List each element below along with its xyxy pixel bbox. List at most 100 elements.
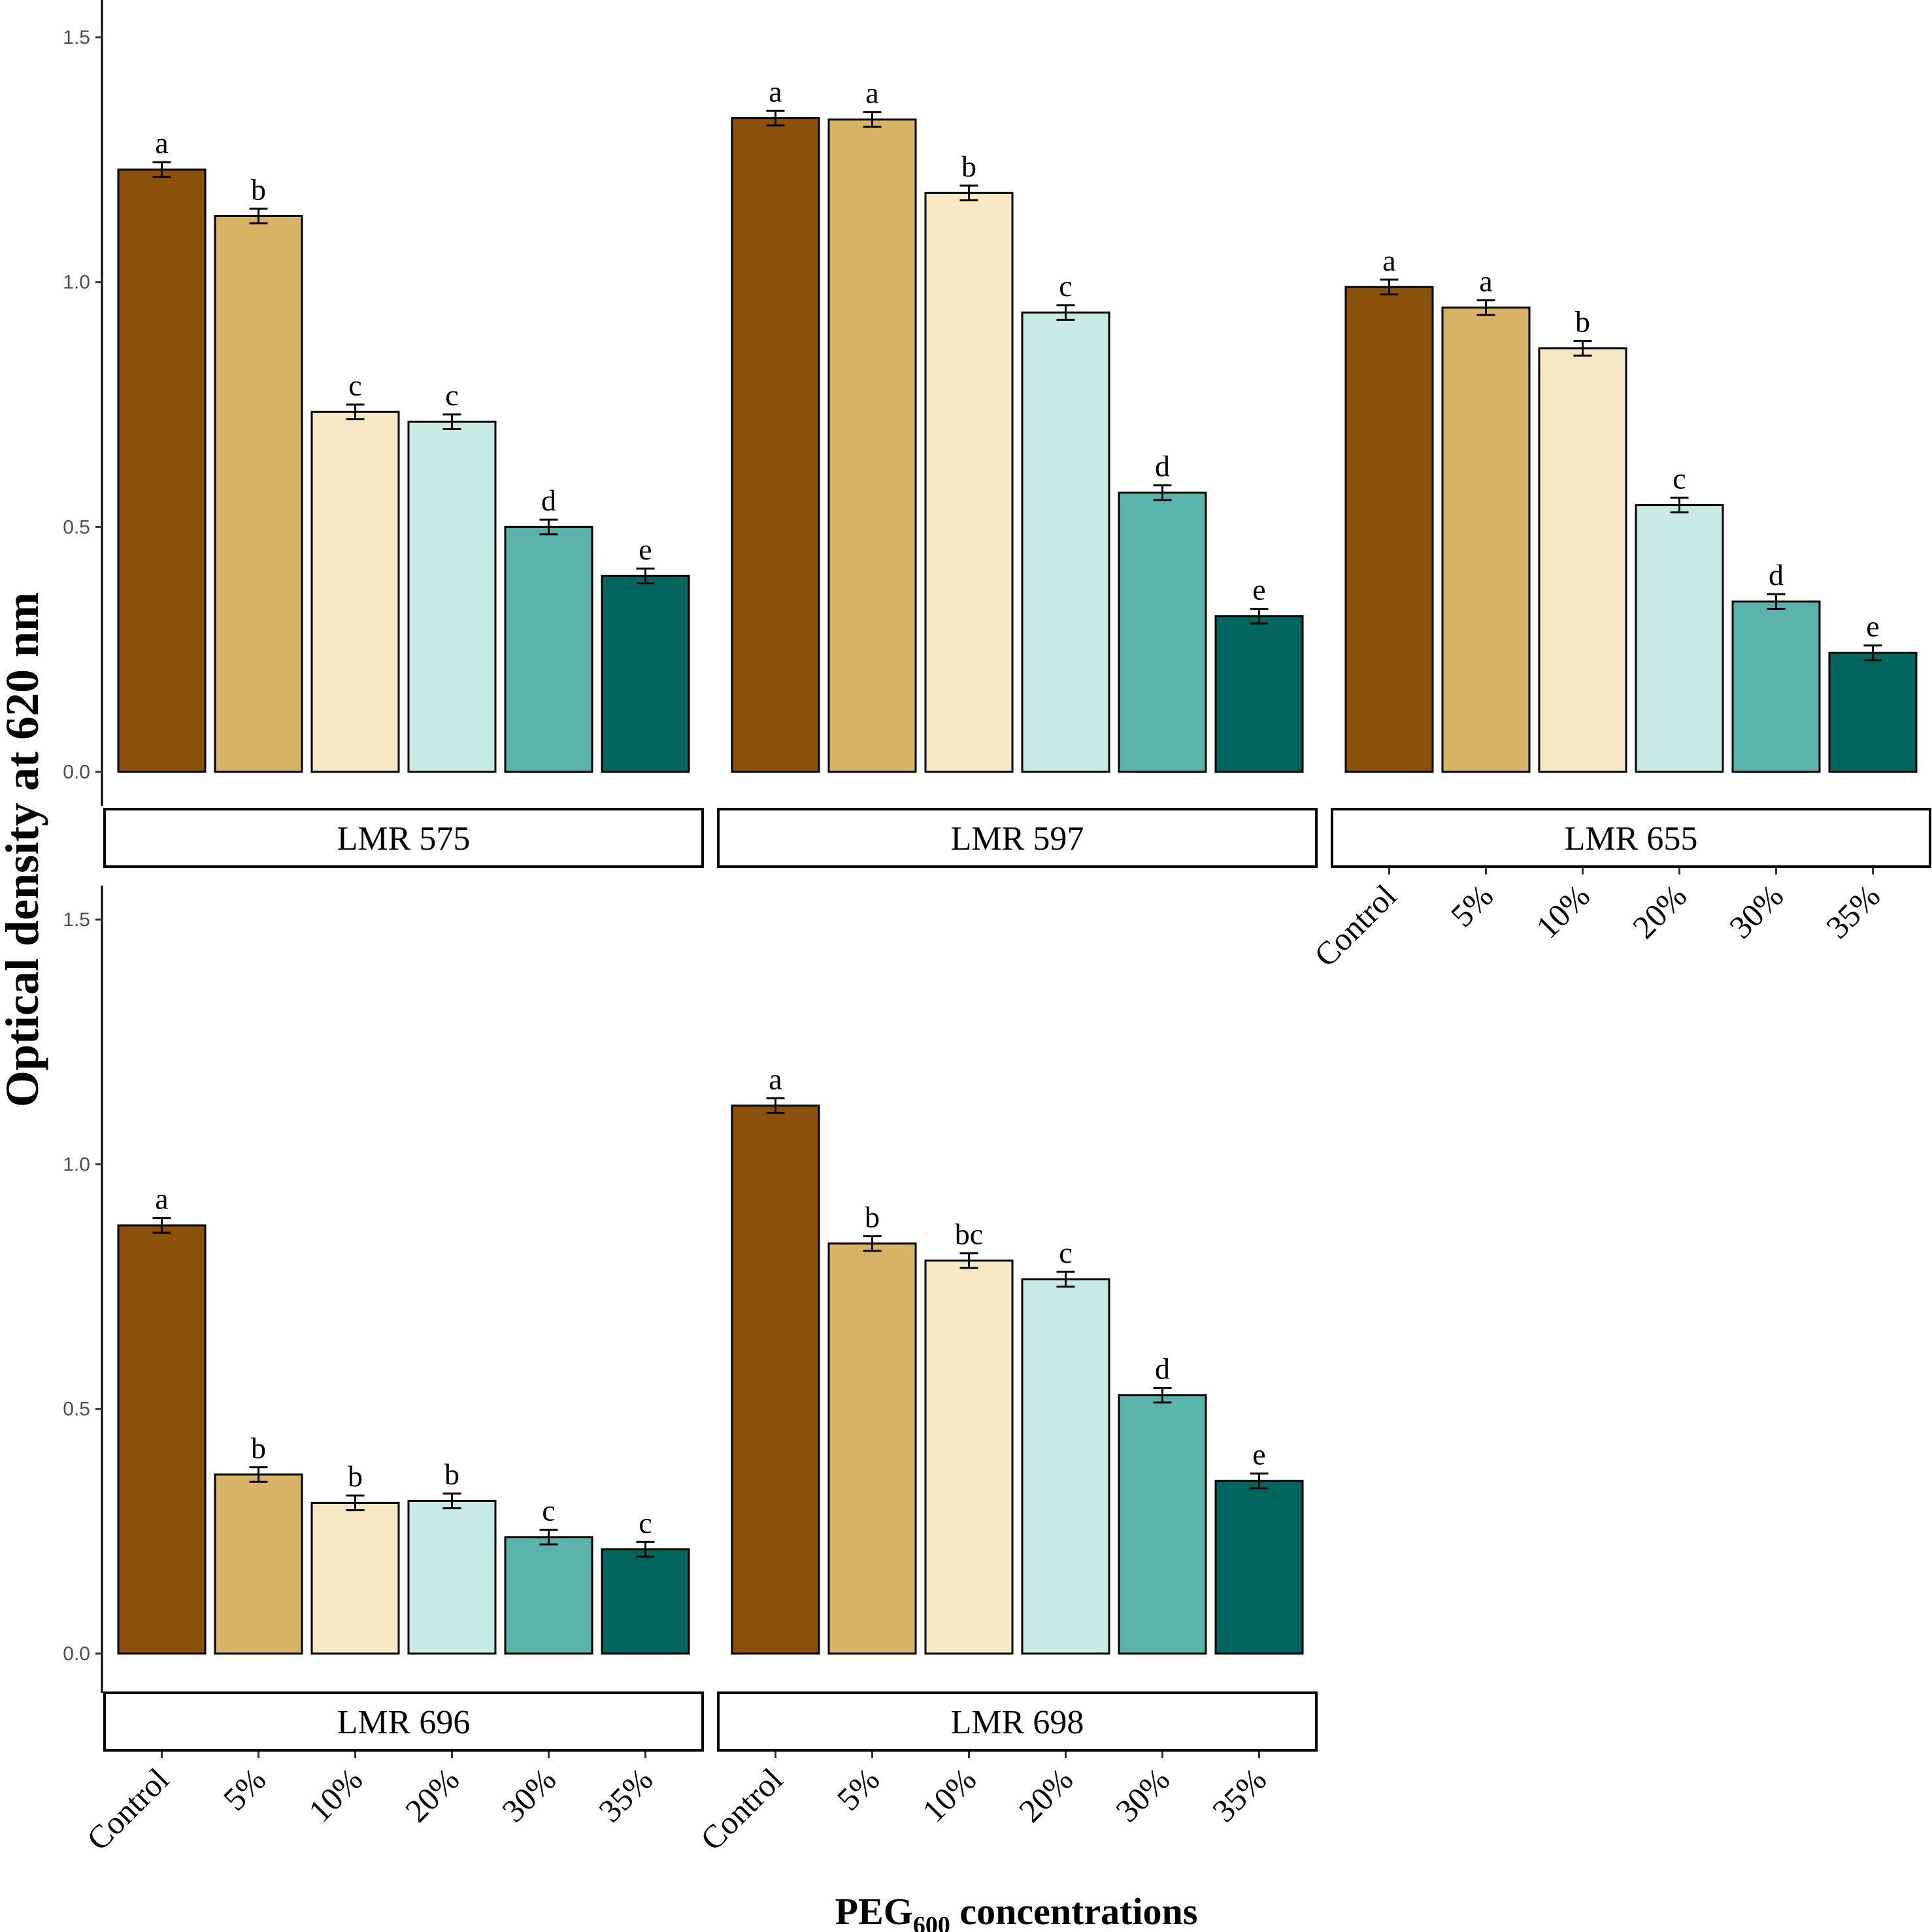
bar [1441,307,1531,773]
x-tick-label: 20% [398,1761,466,1829]
bar [1214,1480,1304,1655]
x-tick-label: 20% [1625,877,1693,945]
bar [1731,600,1821,773]
significance-letter: b [348,1459,363,1493]
bar [1635,504,1724,773]
significance-letter: a [769,1062,782,1095]
significance-letter: a [155,126,168,159]
x-axis-title-subscript: 600 [913,1912,950,1932]
bar [310,1501,400,1655]
significance-letter: c [348,369,361,402]
bar [1118,1394,1207,1655]
bar [1214,615,1304,773]
facet-strip-label: LMR 575 [337,820,471,858]
panel-lmr-597: a a b c d e LMR 597 [717,75,1318,868]
x-tick-label: 10% [915,1761,983,1829]
panel-lmr-575: a b c c d e LMR 575 [103,126,704,868]
panel-lmr-696: a Control b 5% b 10% b 20% c 30% c 35% LMR 696 [80,1182,704,1857]
significance-letter: c [639,1506,652,1539]
bar [601,1548,690,1655]
x-tick-label: 35% [1819,877,1887,945]
bar [1021,311,1110,773]
significance-letter: a [1382,244,1395,277]
y-axis-title: Optical density at 620 nm [0,592,48,1107]
facet-strip [717,808,1318,868]
significance-letter: a [155,1182,168,1216]
significance-letter: b [865,1200,880,1233]
y-tick-label: 0.5 [63,516,90,538]
significance-letter: b [1575,305,1590,339]
bar [924,1259,1014,1655]
x-axis-title: PEG600 concentrations [835,1890,1198,1932]
significance-letter: d [1155,1352,1170,1385]
bar [504,525,593,773]
x-tick-label: 10% [1529,877,1597,945]
significance-letter: bc [955,1218,983,1251]
bar [827,118,917,773]
facet-strip [717,1691,1318,1752]
significance-letter: b [251,1431,266,1465]
significance-letter: c [445,378,458,412]
significance-letter: c [1059,1236,1072,1269]
panel-lmr-698: a Control b 5% bc 10% c 20% d 30% e 35% LMR 698 [693,1062,1318,1857]
bar [731,117,820,773]
bar [117,1224,207,1655]
x-tick-label: 35% [1205,1761,1273,1829]
bar [407,420,497,773]
significance-letter: e [1866,610,1879,643]
x-tick-label: Control [80,1761,176,1857]
x-axis-title-main: PEG [835,1890,913,1932]
y-tick-label: 1.0 [63,1154,90,1175]
facet-strip-label: LMR 597 [951,820,1084,858]
facet-strip [103,808,704,868]
y-tick-label: 1.0 [63,272,90,293]
facet-strip [1331,808,1931,868]
bar [407,1499,497,1655]
facet-strip-label: LMR 698 [951,1704,1084,1741]
significance-letter: a [865,76,878,110]
x-tick-label: 5% [1444,877,1501,934]
significance-letter: a [1479,264,1492,297]
x-tick-label: 30% [1108,1761,1176,1829]
y-tick-label: 0.0 [63,761,90,783]
y-tick-label: 1.5 [63,909,90,931]
x-tick-label: 20% [1012,1761,1080,1829]
bar [214,215,303,773]
significance-letter: d [1155,450,1170,483]
x-tick-label: Control [693,1761,790,1857]
x-tick-label: 5% [216,1761,273,1818]
bar [1118,491,1207,773]
significance-letter: d [1769,558,1784,591]
bar [117,168,207,773]
x-tick-label: 30% [1722,877,1790,945]
x-tick-label: 10% [301,1761,369,1829]
bar [924,192,1014,773]
facet-strip [103,1691,704,1752]
bar [1344,286,1434,773]
significance-letter: b [961,150,976,183]
facet-strip-label: LMR 696 [337,1704,471,1741]
y-tick-label: 1.5 [63,27,90,48]
significance-letter: a [769,75,782,108]
y-tick-label: 0.0 [63,1643,90,1665]
bar [827,1242,917,1655]
x-tick-label: 5% [830,1761,887,1818]
x-tick-label: 35% [591,1761,659,1829]
significance-letter: c [542,1494,555,1527]
significance-letter: b [251,173,266,206]
significance-letter: b [444,1457,459,1491]
bar [1538,347,1627,773]
bar [1021,1278,1110,1655]
panel-lmr-655: a Control a 5% b 10% c 20% d 30% e 35% LMR 655 [1307,244,1931,974]
significance-letter: e [639,533,652,566]
x-axis-title-rest: concentrations [950,1890,1198,1932]
y-tick-label: 0.5 [63,1399,90,1420]
x-tick-label: 30% [495,1761,563,1829]
significance-letter: c [1059,269,1072,303]
bar [504,1536,593,1655]
x-tick-label: Control [1307,877,1404,974]
bar [731,1104,820,1655]
facet-strip-label: LMR 655 [1565,820,1698,858]
